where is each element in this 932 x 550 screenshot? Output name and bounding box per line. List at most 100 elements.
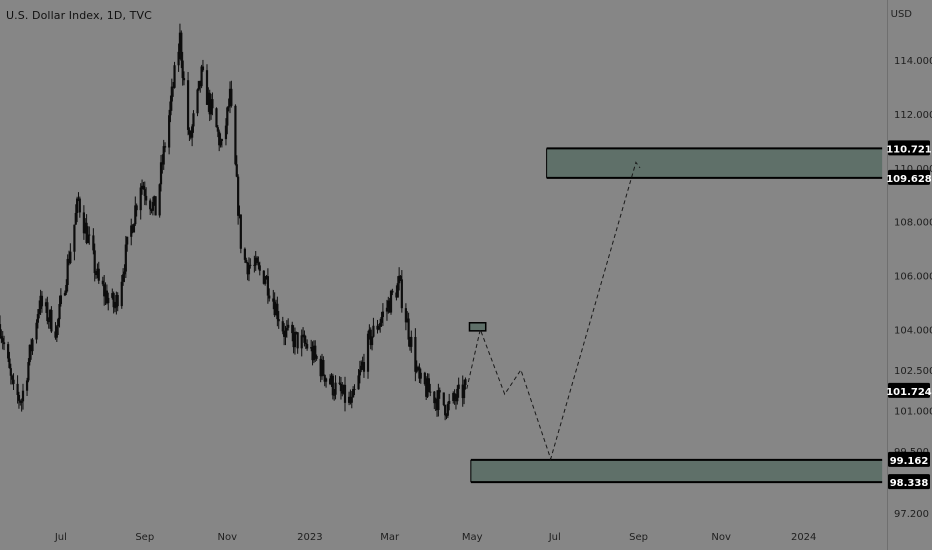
candle-body — [262, 270, 265, 284]
candle-body — [132, 224, 136, 233]
candle-body — [116, 295, 119, 307]
candle-body — [287, 324, 290, 328]
candle-body — [329, 378, 332, 385]
candle-body — [196, 89, 199, 114]
candle-body — [303, 334, 306, 343]
y-tick-label: 106.000 — [894, 272, 932, 283]
candle-body — [182, 78, 186, 81]
candle-body — [284, 330, 287, 337]
x-tick-label: Nov — [711, 532, 731, 543]
candle-body — [140, 185, 144, 188]
candle-body — [205, 70, 209, 105]
price-label-box — [888, 382, 930, 398]
candle-body — [123, 271, 126, 275]
marker-box — [468, 322, 487, 332]
candle-body — [28, 344, 31, 363]
y-tick-label: 110.000 — [894, 164, 932, 175]
x-tick-label: 2024 — [791, 532, 816, 543]
candle-body — [31, 339, 34, 352]
candle-body — [310, 347, 313, 349]
candle-body — [57, 319, 60, 327]
candle-body — [150, 209, 153, 211]
candle-body — [84, 222, 87, 234]
candle-body — [292, 333, 295, 348]
candle-body — [228, 88, 232, 107]
price-label-text: 99.162 — [890, 456, 929, 467]
candle-body — [404, 308, 407, 323]
candle-body — [209, 99, 213, 115]
candle-body — [461, 384, 464, 399]
candle-body — [283, 331, 286, 337]
candle-body — [76, 198, 79, 213]
candle-body — [149, 200, 152, 210]
candle-body — [55, 326, 58, 338]
candle-body — [442, 392, 445, 406]
candle-body — [385, 307, 389, 312]
candle-body — [334, 382, 337, 395]
candle-body — [154, 196, 157, 216]
candle-body — [82, 212, 85, 234]
candle-body — [173, 65, 176, 88]
candle-body — [207, 92, 210, 105]
candle-body — [139, 187, 142, 211]
candle-body — [396, 283, 399, 298]
candle-body — [7, 344, 10, 359]
currency-label: USD — [890, 9, 912, 20]
price-label-box — [888, 474, 930, 490]
candle-body — [113, 307, 117, 309]
candle-body — [85, 222, 88, 244]
candle-body — [92, 235, 95, 251]
candle-body — [306, 344, 309, 349]
candle-body — [380, 317, 383, 323]
x-tick-label: Mar — [380, 532, 400, 543]
candle-body — [50, 309, 53, 332]
candle-body — [151, 201, 154, 211]
candle-body — [96, 268, 99, 276]
candle-body — [243, 248, 246, 260]
candle-body — [377, 326, 380, 330]
candle-body — [379, 322, 382, 327]
candle-body — [0, 324, 2, 337]
candle-body — [341, 391, 344, 394]
candle-body — [239, 214, 242, 249]
candle-body — [230, 88, 233, 106]
candle-body — [425, 384, 428, 397]
candle-body — [67, 258, 71, 264]
candle-body — [372, 325, 375, 337]
candle-body — [111, 293, 114, 298]
candle-body — [362, 362, 366, 372]
candle-body — [400, 279, 403, 309]
candle-body — [369, 329, 372, 346]
candle-body — [457, 384, 460, 389]
upper-target-zone-fill — [546, 148, 883, 178]
candle-body — [343, 384, 347, 403]
candle-body — [181, 60, 184, 79]
candle-body — [342, 384, 345, 394]
candle-body — [39, 295, 42, 310]
candle-body — [416, 367, 420, 369]
candle-body — [291, 324, 294, 334]
candle-body — [20, 401, 23, 403]
candle-body — [366, 333, 370, 372]
candle-body — [408, 339, 412, 347]
candle-body — [331, 375, 334, 396]
candle-body — [347, 396, 351, 403]
candle-body — [322, 359, 325, 375]
candle-body — [12, 379, 15, 384]
candle-body — [426, 378, 429, 397]
candle-body — [25, 380, 29, 391]
candle-body — [180, 32, 183, 61]
candle-body — [36, 314, 39, 323]
candle-body — [433, 391, 436, 404]
y-axis-ticks: 114.000 112.000 110.000 108.000 106.000 104.0… — [894, 56, 932, 520]
candle-body — [191, 126, 194, 138]
candle-body — [312, 345, 315, 361]
candle-body — [257, 262, 260, 266]
candle-body — [353, 389, 356, 391]
price-labels: 110.721 109.628 101.724 99.162 98.338 — [886, 140, 932, 490]
candle-body — [224, 125, 228, 140]
candle-body — [88, 234, 91, 236]
candle-body — [74, 212, 77, 225]
candle-body — [38, 309, 41, 315]
